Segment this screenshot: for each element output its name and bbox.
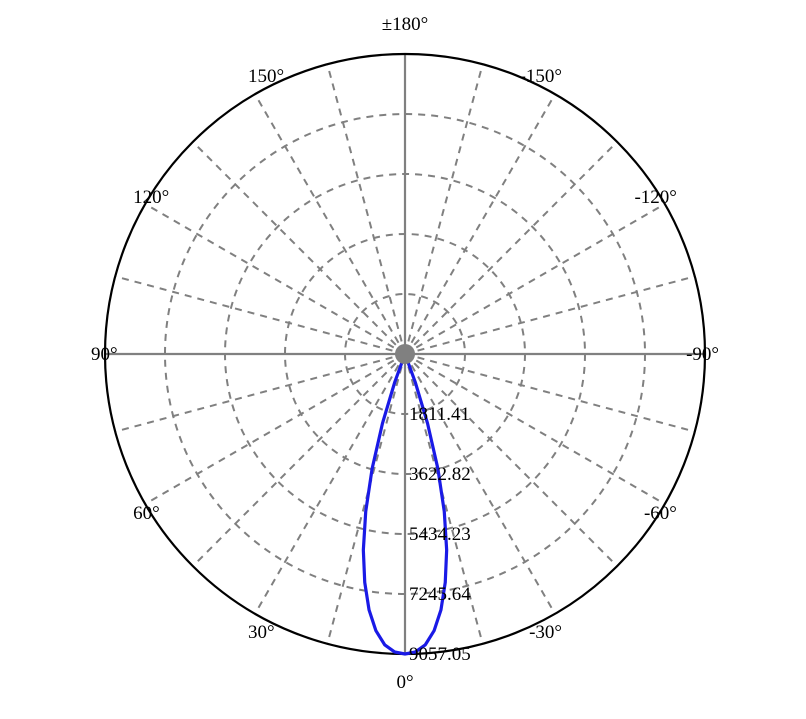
angle-label: ±180° [382, 14, 429, 35]
angle-label: -120° [634, 187, 676, 208]
angle-label: 30° [248, 622, 275, 643]
angle-label: 120° [133, 187, 169, 208]
radial-label: 1811.41 [409, 404, 470, 425]
angle-label: -30° [529, 622, 562, 643]
radial-label: 3622.82 [409, 464, 471, 485]
angle-label: -90° [686, 344, 719, 365]
angle-label: -150° [520, 66, 562, 87]
radial-label: 7245.64 [409, 584, 471, 605]
angle-label: 150° [248, 66, 284, 87]
radial-label: 9057.05 [409, 644, 471, 665]
radial-label: 5434.23 [409, 524, 471, 545]
center-dot [395, 344, 415, 364]
polar-chart: 0° 30° 60° 90° 120° 150° ±180° -150° -120° -90° -6… [0, 0, 806, 719]
angle-label: -60° [644, 503, 677, 524]
angle-label: 90° [91, 344, 118, 365]
angle-label: 0° [396, 672, 413, 693]
angle-label: 60° [133, 503, 160, 524]
